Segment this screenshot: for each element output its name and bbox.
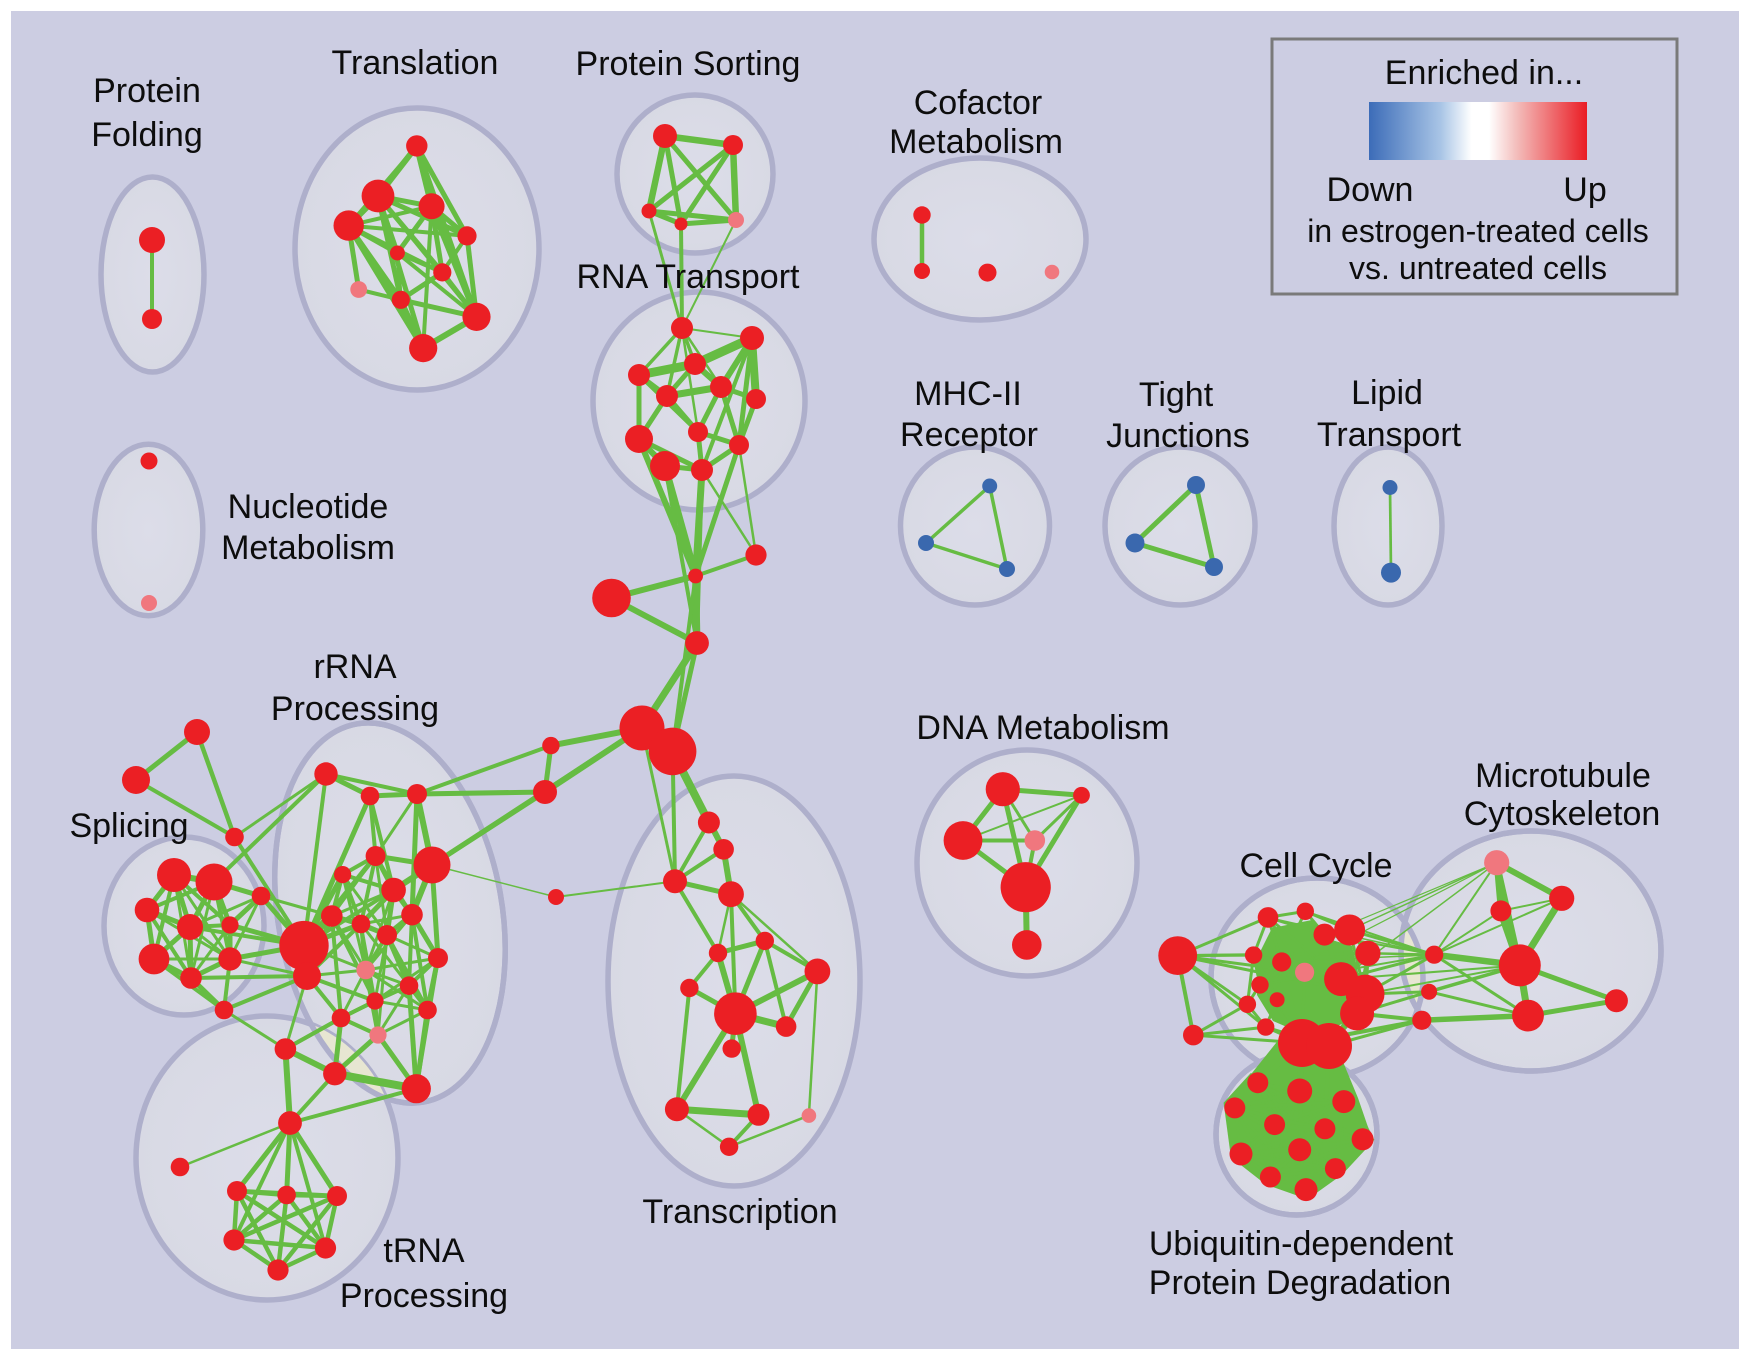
svg-text:Ubiquitin-dependent: Ubiquitin-dependent <box>1149 1225 1454 1263</box>
svg-text:Metabolism: Metabolism <box>221 529 395 567</box>
svg-text:in estrogen-treated cells: in estrogen-treated cells <box>1307 213 1649 249</box>
svg-text:Receptor: Receptor <box>900 416 1038 454</box>
svg-text:Cytoskeleton: Cytoskeleton <box>1464 795 1661 833</box>
svg-text:Up: Up <box>1563 171 1606 209</box>
svg-text:Processing: Processing <box>340 1277 508 1315</box>
svg-text:Lipid: Lipid <box>1351 374 1423 412</box>
svg-text:DNA Metabolism: DNA Metabolism <box>916 709 1169 747</box>
svg-text:Enriched in...: Enriched in... <box>1385 54 1583 92</box>
svg-text:Translation: Translation <box>332 44 499 82</box>
svg-text:Metabolism: Metabolism <box>889 123 1063 161</box>
svg-text:Transport: Transport <box>1317 416 1462 454</box>
svg-text:MHC-II: MHC-II <box>914 375 1022 413</box>
svg-text:Protein: Protein <box>93 72 201 110</box>
svg-text:Splicing: Splicing <box>69 807 188 845</box>
svg-text:Down: Down <box>1327 171 1414 209</box>
svg-text:Protein Sorting: Protein Sorting <box>576 45 801 83</box>
svg-text:Transcription: Transcription <box>642 1193 837 1231</box>
svg-text:RNA Transport: RNA Transport <box>577 258 801 296</box>
svg-text:Microtubule: Microtubule <box>1475 757 1651 795</box>
svg-text:tRNA: tRNA <box>383 1232 465 1270</box>
svg-text:Folding: Folding <box>91 116 203 154</box>
svg-text:Junctions: Junctions <box>1106 417 1250 455</box>
svg-text:Processing: Processing <box>271 690 439 728</box>
svg-text:Protein Degradation: Protein Degradation <box>1149 1264 1451 1302</box>
svg-text:rRNA: rRNA <box>313 648 396 686</box>
svg-text:vs. untreated cells: vs. untreated cells <box>1349 250 1607 286</box>
svg-text:Nucleotide: Nucleotide <box>228 488 389 526</box>
svg-text:Cell Cycle: Cell Cycle <box>1239 847 1392 885</box>
svg-text:Tight: Tight <box>1139 376 1214 414</box>
svg-text:Cofactor: Cofactor <box>914 84 1043 122</box>
